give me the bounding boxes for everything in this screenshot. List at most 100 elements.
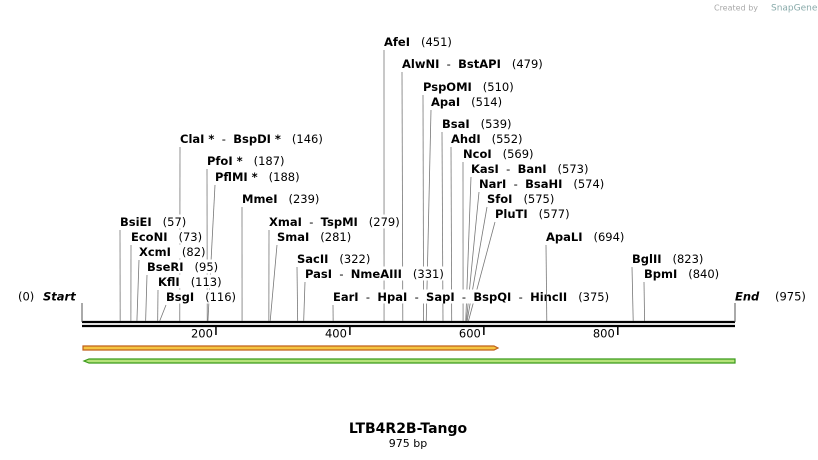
enzyme-name: BpmI: [644, 267, 677, 281]
site-line: [296, 266, 299, 322]
label-bg: [165, 289, 238, 304]
enzyme-name: BsgI: [166, 290, 194, 304]
enzyme-name: PfoI *: [207, 154, 243, 168]
site-position: (146): [292, 132, 323, 146]
site-line: [269, 244, 278, 322]
site-line: [643, 281, 645, 322]
spacer: [583, 230, 594, 244]
enzyme-name: NarI: [479, 177, 506, 191]
enzyme-name: BspQI: [473, 290, 511, 304]
watermark-prefix: Created by: [714, 4, 758, 13]
enzyme-name: PspOMI: [423, 80, 472, 94]
site-position: (575): [523, 192, 554, 206]
label-bg: [332, 289, 611, 304]
label-bg: [430, 94, 504, 109]
site-line: [136, 259, 140, 322]
spacer: [562, 177, 573, 191]
spacer: [547, 162, 558, 176]
label-bg: [304, 266, 445, 281]
start-position: (0): [18, 290, 34, 304]
spacer: [358, 215, 369, 229]
spacer: [184, 260, 195, 274]
label-bg: [643, 266, 721, 281]
site-label: NcoI (569): [463, 147, 534, 161]
label-bg: [138, 244, 207, 259]
spacer: [492, 147, 503, 161]
site-position: (57): [163, 215, 187, 229]
enzyme-name: AfeI: [384, 35, 410, 49]
label-bg: [157, 274, 223, 289]
enzyme-name: BseRI: [147, 260, 184, 274]
site-line: [401, 71, 404, 322]
enzyme-name: AlwNI: [402, 57, 439, 71]
label-bg: [206, 153, 286, 168]
enzyme-name: PluTI: [495, 207, 528, 221]
site-label: PasI - NmeAIII (331): [305, 267, 444, 281]
enzyme-name: NmeAIII: [351, 267, 402, 281]
end-label: End: [735, 290, 760, 304]
enzyme-name: TspMI: [321, 215, 358, 229]
label-bg: [470, 161, 590, 176]
separator: -: [511, 290, 530, 304]
site-label: ClaI * - BspDI * (146): [180, 132, 323, 146]
separator: -: [214, 132, 233, 146]
spacer: [501, 57, 512, 71]
site-position: (188): [269, 170, 300, 184]
site-line: [468, 221, 496, 322]
enzyme-name: SacII: [297, 252, 328, 266]
label-bg: [401, 56, 544, 71]
label-bg: [296, 251, 372, 266]
site-label: NarI - BsaHI (574): [479, 177, 604, 191]
enzyme-name: BspDI *: [233, 132, 281, 146]
enzyme-name: NcoI: [463, 147, 492, 161]
site-position: (552): [492, 132, 523, 146]
site-label: BglII (823): [632, 252, 703, 266]
enzyme-name: PasI: [305, 267, 332, 281]
label-bg: [422, 79, 515, 94]
feature-arrow: [82, 345, 500, 351]
site-line: [422, 94, 424, 322]
label-bg: [494, 206, 571, 221]
spacer: [512, 192, 523, 206]
label-bg: [214, 169, 301, 184]
spacer: [662, 252, 673, 266]
site-position: (573): [558, 162, 589, 176]
enzyme-name: KflI: [158, 275, 180, 289]
site-position: (539): [481, 117, 512, 131]
end-position: (975): [775, 290, 806, 304]
site-label: KasI - BanI (573): [471, 162, 588, 176]
site-label: BsaI (539): [442, 117, 512, 131]
site-position: (574): [573, 177, 604, 191]
separator: -: [359, 290, 378, 304]
enzyme-name: BanI: [518, 162, 547, 176]
site-position: (577): [539, 207, 570, 221]
site-position: (375): [578, 290, 609, 304]
site-label: PluTI (577): [495, 207, 570, 221]
enzyme-name: HincII: [530, 290, 567, 304]
label-bg: [631, 251, 705, 266]
length: 975 bp: [389, 437, 427, 450]
spacer: [194, 290, 205, 304]
site-position: (823): [672, 252, 703, 266]
enzyme-name: SfoI: [487, 192, 512, 206]
watermark-brand: SnapGene: [771, 4, 818, 14]
site-position: (73): [178, 230, 202, 244]
site-position: (239): [288, 192, 319, 206]
separator: -: [455, 290, 474, 304]
ruler-label: 600: [459, 327, 481, 341]
label-bg: [119, 214, 188, 229]
site-label: BsgI (116): [166, 290, 236, 304]
site-line: [425, 109, 432, 322]
spacer: [167, 230, 178, 244]
spacer: [328, 252, 339, 266]
label-bg: [450, 131, 524, 146]
label-bg: [462, 146, 535, 161]
label-bg: [241, 191, 321, 206]
feature-arrow: [82, 358, 736, 364]
enzyme-name: AhdI: [451, 132, 481, 146]
separator: -: [302, 215, 321, 229]
site-label: BsiEI (57): [120, 215, 186, 229]
site-line: [631, 266, 634, 322]
enzyme-name: KasI: [471, 162, 499, 176]
site-label: SacII (322): [297, 252, 370, 266]
